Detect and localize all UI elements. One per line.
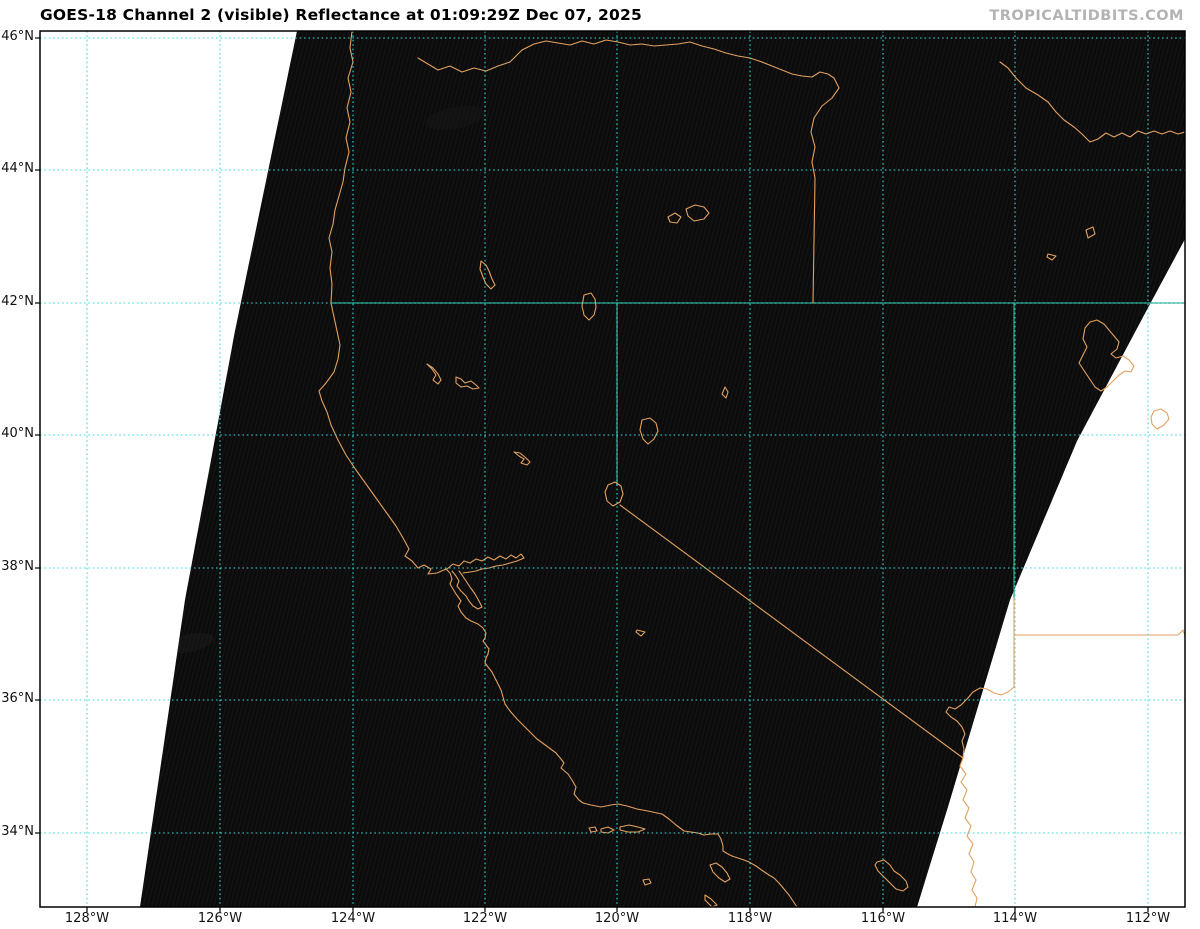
satellite-swath xyxy=(140,31,1185,907)
lon-tick-label: 118°W xyxy=(727,911,773,926)
axis-tick-marks xyxy=(35,37,1149,912)
pyramid-lake xyxy=(639,417,659,445)
graticule-grid xyxy=(40,31,1185,907)
lat-tick-label: 40°N xyxy=(1,426,34,441)
salton-sea xyxy=(874,859,909,892)
colorado-river-south-path xyxy=(959,757,978,907)
utah-arizona-border-37n-path xyxy=(1013,629,1185,637)
lat-tick-label: 46°N xyxy=(1,29,34,44)
san-miguel-island xyxy=(588,826,598,833)
great-salt-lake xyxy=(1078,319,1135,392)
lon-tick-label: 122°W xyxy=(462,911,508,926)
figure-title: GOES-18 Channel 2 (visible) Reflectance … xyxy=(40,6,642,24)
santa-cruz-island xyxy=(619,824,646,833)
columbia-river-path xyxy=(417,39,840,179)
san-francisco-bay-path xyxy=(446,553,525,574)
upper-klamath-lake xyxy=(479,260,496,290)
lake-tahoe xyxy=(604,481,624,507)
cloud-smudge xyxy=(425,105,485,131)
oregon-idaho-border-path xyxy=(812,177,816,304)
lon-tick-label: 126°W xyxy=(197,911,243,926)
shasta-lake xyxy=(455,376,480,390)
harney-lake xyxy=(685,204,710,222)
utah-lake xyxy=(1150,408,1170,430)
santa-barbara-island xyxy=(642,878,652,886)
lat-tick-label: 38°N xyxy=(1,559,34,574)
small-lake-nv-2 xyxy=(1046,253,1057,261)
lat-tick-label: 34°N xyxy=(1,824,34,839)
lake-oroville xyxy=(513,451,531,466)
lon-tick-label: 116°W xyxy=(860,911,906,926)
lat-tick-label: 44°N xyxy=(1,161,34,176)
tulare-lakebed xyxy=(635,629,646,637)
lon-tick-label: 120°W xyxy=(594,911,640,926)
lon-tick-label: 114°W xyxy=(992,911,1038,926)
snake-river-plain-path xyxy=(999,61,1185,143)
rye-patch-reservoir xyxy=(721,386,729,399)
swath-scanline-texture xyxy=(140,31,1185,907)
colorado-river-lake-mead-path xyxy=(945,686,1015,759)
san-clemente-island xyxy=(704,894,718,907)
watermark-tropicaltidbits: TROPICALTIDBITS.COM xyxy=(989,8,1184,24)
goose-lake xyxy=(581,292,597,321)
small-lake-nv-1 xyxy=(1085,226,1096,239)
plot-border xyxy=(39,30,1186,908)
santa-catalina-island xyxy=(709,862,731,883)
lon-tick-label: 124°W xyxy=(330,911,376,926)
lon-tick-label: 112°W xyxy=(1125,911,1171,926)
south-bay-path xyxy=(451,570,483,610)
trinity-lake xyxy=(426,363,442,385)
malheur-lake xyxy=(667,212,682,224)
california-nevada-diagonal-border xyxy=(619,504,964,759)
lat-tick-label: 42°N xyxy=(1,294,34,309)
lat-tick-label: 36°N xyxy=(1,691,34,706)
santa-rosa-island xyxy=(600,826,615,834)
lon-tick-label: 128°W xyxy=(64,911,110,926)
